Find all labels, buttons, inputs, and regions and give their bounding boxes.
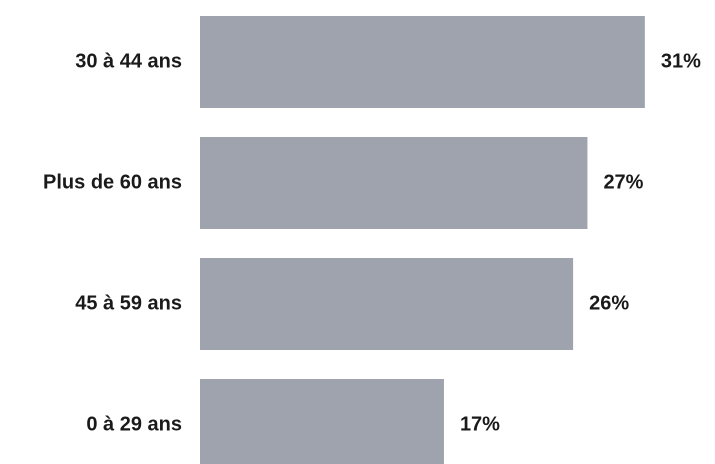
- bar: [200, 258, 574, 350]
- value-label: 17%: [460, 413, 500, 435]
- category-label: 0 à 29 ans: [86, 413, 182, 435]
- category-label: 45 à 59 ans: [75, 292, 182, 314]
- category-label: Plus de 60 ans: [43, 171, 182, 193]
- bar: [200, 137, 588, 229]
- value-label: 26%: [589, 292, 629, 314]
- bar: [200, 379, 444, 464]
- value-label: 27%: [603, 171, 643, 193]
- bar: [200, 16, 645, 108]
- category-label: 30 à 44 ans: [75, 50, 182, 72]
- value-label: 31%: [661, 50, 701, 72]
